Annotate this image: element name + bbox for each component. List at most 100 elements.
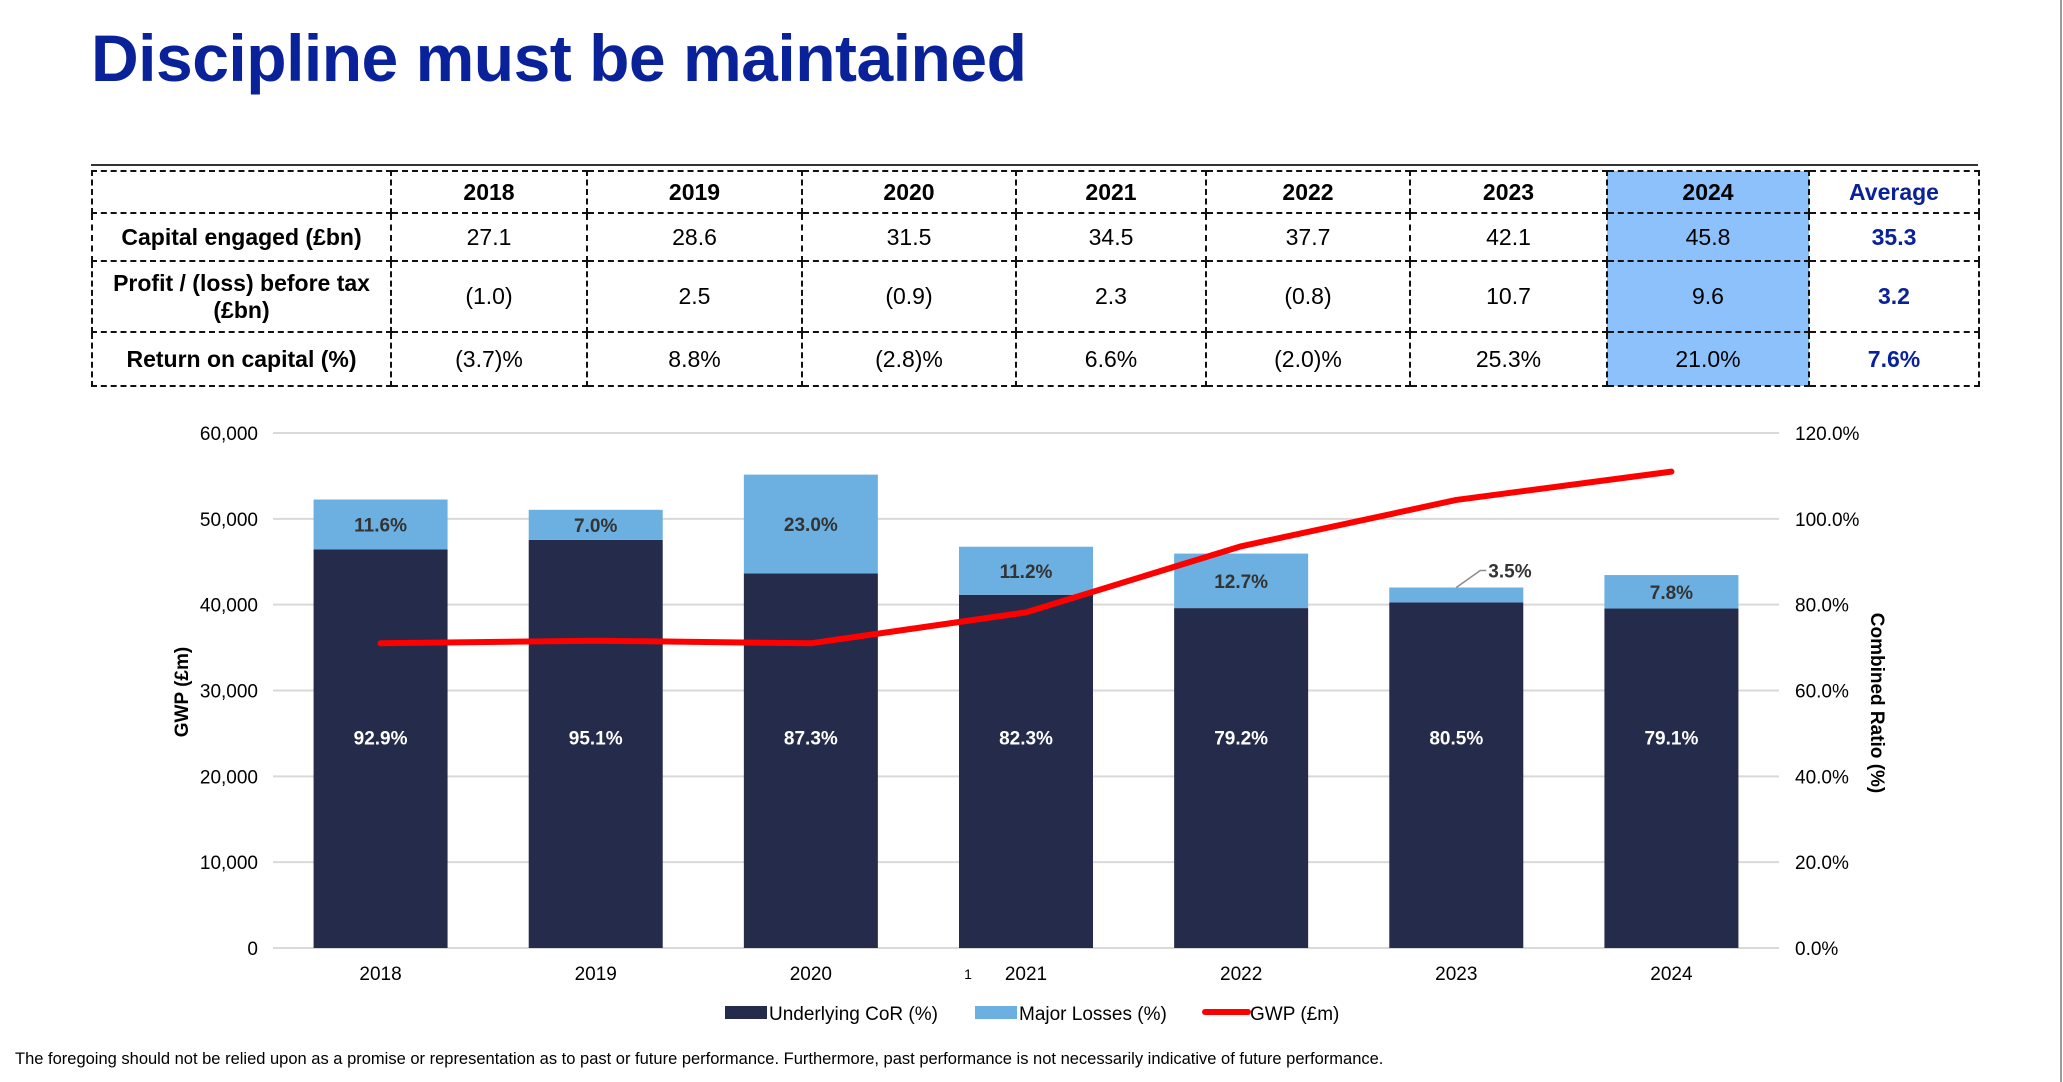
legend-label-gwp: GWP (£m) xyxy=(1250,1004,1339,1025)
header-2022: 2022 xyxy=(1205,170,1411,214)
y-axis-title: GWP (£m) xyxy=(172,647,193,737)
leader-line xyxy=(1455,569,1487,589)
table-cell-highlight: 9.6 xyxy=(1606,260,1810,333)
x-tick-label: 2020 xyxy=(790,964,832,985)
table-cell: 2.5 xyxy=(586,260,803,333)
y2-tick-label: 120.0% xyxy=(1795,424,1860,445)
table-top-rule xyxy=(91,164,1978,166)
table-cell: 2.3 xyxy=(1015,260,1207,333)
legend: Underlying CoR (%) Major Losses (%) GWP … xyxy=(725,1004,1339,1025)
data-label-major-losses: 3.5% xyxy=(1488,562,1531,583)
footnote-marker: 1 xyxy=(964,966,972,982)
data-label-major-losses: 11.2% xyxy=(1000,562,1053,583)
data-label-major-losses: 23.0% xyxy=(784,515,838,536)
gwp-line-layer xyxy=(377,468,1675,647)
x-tick-label: 2019 xyxy=(575,964,617,985)
legend-label-major-losses: Major Losses (%) xyxy=(1019,1004,1167,1025)
table-row: Capital engaged (£bn) 27.1 28.6 31.5 34.… xyxy=(91,212,1980,262)
table-cell: 42.1 xyxy=(1409,212,1608,262)
header-2019: 2019 xyxy=(586,170,803,214)
header-2018: 2018 xyxy=(390,170,588,214)
bar-underlying-cor xyxy=(1174,608,1309,948)
y2-tick-label: 80.0% xyxy=(1795,596,1849,617)
row-label-profit-before-tax: Profit / (loss) before tax (£bn) xyxy=(91,260,392,333)
bar-major-losses xyxy=(1604,575,1739,609)
y-tick-label: 30,000 xyxy=(200,682,258,703)
row-label-capital-engaged: Capital engaged (£bn) xyxy=(91,212,392,262)
table-cell: 27.1 xyxy=(390,212,588,262)
bar-major-losses xyxy=(528,509,663,540)
y2-tick-label: 20.0% xyxy=(1795,853,1849,874)
table-cell-highlight: 45.8 xyxy=(1606,212,1810,262)
data-label-major-losses: 12.7% xyxy=(1214,572,1268,593)
data-label-underlying: 87.3% xyxy=(784,729,838,750)
data-label-underlying: 80.5% xyxy=(1429,729,1483,750)
table-cell: (1.0) xyxy=(390,260,588,333)
y-tick-label: 60,000 xyxy=(200,424,258,445)
bar-underlying-cor xyxy=(1604,608,1739,948)
table-cell: (3.7)% xyxy=(390,331,588,387)
header-2020: 2020 xyxy=(801,170,1017,214)
table-cell: (0.9) xyxy=(801,260,1017,333)
y-tick-label: 10,000 xyxy=(200,853,258,874)
y2-tick-label: 60.0% xyxy=(1795,682,1849,703)
data-label-underlying: 79.2% xyxy=(1214,729,1268,750)
data-labels: 92.9% 11.6% 95.1% 7.0% 87.3% 23.0% 82.3% 11.2% 7… xyxy=(354,515,1699,750)
table-cell: 37.7 xyxy=(1205,212,1411,262)
table-cell-average: 35.3 xyxy=(1808,212,1980,262)
table-header-row: 2018 2019 2020 2021 2022 2023 2024 Avera… xyxy=(91,170,1980,214)
legend-swatch-underlying xyxy=(725,1006,767,1019)
data-label-major-losses: 7.8% xyxy=(1650,583,1693,604)
table-cell: 31.5 xyxy=(801,212,1017,262)
header-average: Average xyxy=(1808,170,1980,214)
table-cell-highlight: 21.0% xyxy=(1606,331,1810,387)
y-tick-label: 20,000 xyxy=(200,767,258,788)
bar-major-losses xyxy=(959,546,1093,595)
data-label-major-losses: 7.0% xyxy=(574,516,617,537)
header-blank xyxy=(91,170,392,214)
y2-axis-title: Combined Ratio (%) xyxy=(1866,613,1887,794)
data-label-major-losses: 11.6% xyxy=(354,515,407,536)
data-label-underlying: 95.1% xyxy=(569,729,623,750)
table-cell: 25.3% xyxy=(1409,331,1608,387)
table-cell-average: 7.6% xyxy=(1808,331,1980,387)
bar-underlying-cor xyxy=(743,573,878,948)
table-row: Profit / (loss) before tax (£bn) (1.0) 2… xyxy=(91,260,1980,333)
data-label-underlying: 92.9% xyxy=(354,729,408,750)
axes: GWP (£m) Combined Ratio (%) 1 0 0.0% 10,00… xyxy=(172,424,1887,985)
table-cell: (2.0)% xyxy=(1205,331,1411,387)
table-cell: 28.6 xyxy=(586,212,803,262)
bar-major-losses xyxy=(313,499,448,550)
header-2023: 2023 xyxy=(1409,170,1608,214)
table-cell: (0.8) xyxy=(1205,260,1411,333)
x-tick-label: 2024 xyxy=(1650,964,1693,985)
table-cell: (2.8)% xyxy=(801,331,1017,387)
bars xyxy=(313,474,1739,948)
table-row: Return on capital (%) (3.7)% 8.8% (2.8)%… xyxy=(91,331,1980,387)
table-cell: 34.5 xyxy=(1015,212,1207,262)
data-label-underlying: 82.3% xyxy=(999,729,1053,750)
disclaimer-footer: The foregoing should not be relied upon … xyxy=(15,1050,1384,1068)
bar-underlying-cor xyxy=(313,549,448,948)
x-tick-label: 2023 xyxy=(1435,964,1477,985)
metrics-table: 2018 2019 2020 2021 2022 2023 2024 Avera… xyxy=(91,170,1980,387)
legend-label-underlying: Underlying CoR (%) xyxy=(769,1004,938,1025)
page-title: Discipline must be maintained xyxy=(91,21,1027,95)
table-cell: 8.8% xyxy=(586,331,803,387)
x-tick-label: 2022 xyxy=(1220,964,1262,985)
x-tick-label: 2018 xyxy=(359,964,401,985)
bar-major-losses xyxy=(743,474,878,574)
table-cell-average: 3.2 xyxy=(1808,260,1980,333)
table-cell: 10.7 xyxy=(1409,260,1608,333)
header-2024: 2024 xyxy=(1606,170,1810,214)
y2-tick-label: 100.0% xyxy=(1795,510,1860,531)
data-label-underlying: 79.1% xyxy=(1644,729,1698,750)
y-tick-label: 0 xyxy=(247,939,258,960)
y2-tick-label: 40.0% xyxy=(1795,767,1849,788)
y2-tick-label: 0.0% xyxy=(1795,939,1838,960)
bar-underlying-cor xyxy=(959,594,1093,948)
header-2021: 2021 xyxy=(1015,170,1207,214)
y-tick-label: 40,000 xyxy=(200,596,258,617)
bar-underlying-cor xyxy=(1389,602,1524,948)
